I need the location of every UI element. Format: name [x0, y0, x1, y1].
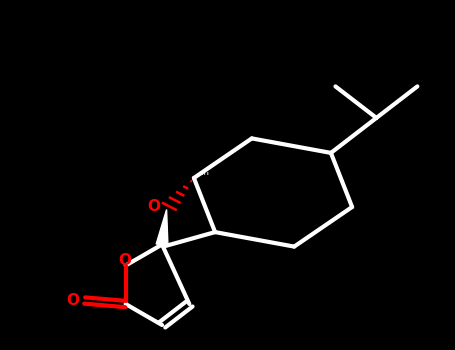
Text: ''': ''': [201, 171, 211, 181]
Polygon shape: [156, 210, 168, 245]
Text: O: O: [118, 253, 131, 268]
Text: O: O: [147, 198, 160, 214]
Text: O: O: [66, 293, 79, 308]
